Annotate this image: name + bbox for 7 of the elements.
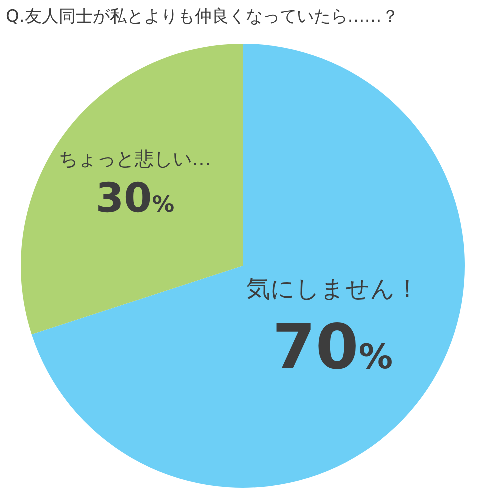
slice-label: 気にしません！ (246, 275, 420, 304)
pie-slice (21, 44, 243, 335)
data-label: 70% (272, 310, 394, 384)
pie-slice (32, 44, 465, 488)
data-label: 30% (96, 174, 175, 222)
chart-title: Q.友人同士が私とよりも仲良くなっていたら……？ (6, 7, 399, 27)
slice-label: ちょっと悲しい… (59, 147, 212, 170)
